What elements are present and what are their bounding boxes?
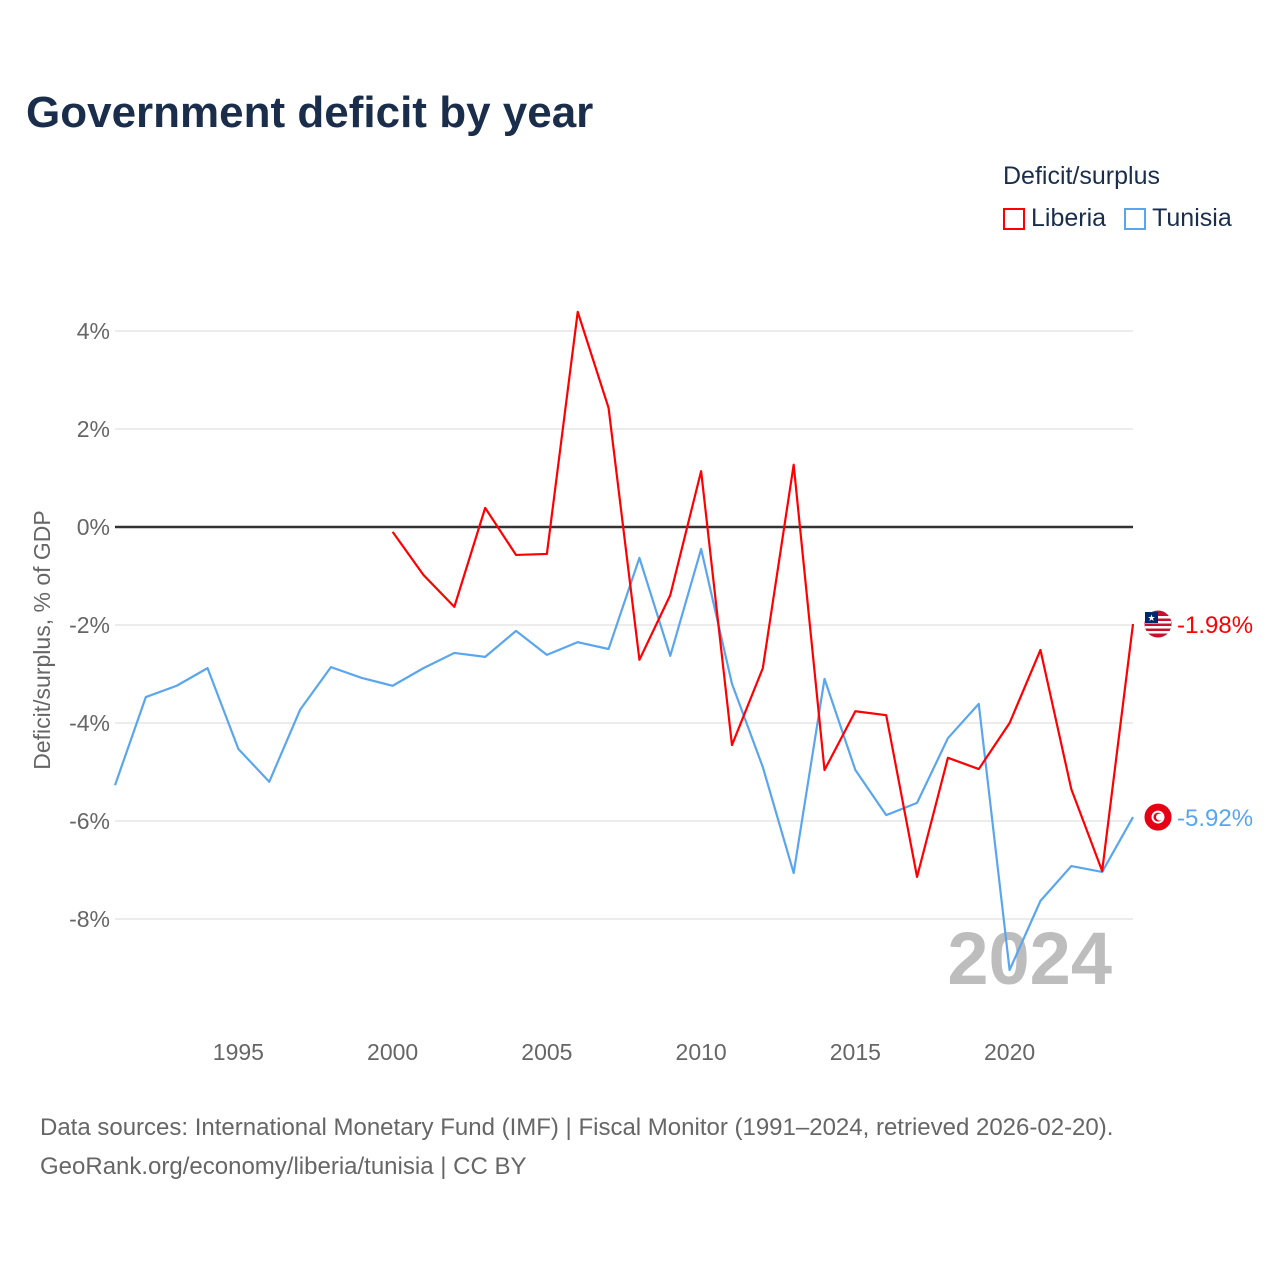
- legend-item-tunisia[interactable]: Tunisia: [1124, 204, 1232, 233]
- y-tick-label: -8%: [69, 906, 110, 932]
- y-tick-label: 2%: [77, 416, 110, 442]
- x-tick-label: 1995: [213, 1039, 264, 1065]
- legend-label: Tunisia: [1152, 204, 1232, 232]
- legend-swatch-tunisia: [1124, 207, 1147, 230]
- y-tick-label: -2%: [69, 612, 110, 638]
- x-tick-label: 2005: [521, 1039, 572, 1065]
- legend: Liberia Tunisia: [1003, 204, 1232, 233]
- footer: Data sources: International Monetary Fun…: [40, 1108, 1113, 1186]
- x-tick-label: 2010: [676, 1039, 727, 1065]
- y-tick-label: 0%: [77, 514, 110, 540]
- year-label: 2024: [947, 917, 1112, 1000]
- series-line-liberia: [391, 310, 1135, 878]
- legend-item-liberia[interactable]: Liberia: [1003, 204, 1106, 233]
- attribution-text: GeoRank.org/economy/liberia/tunisia | CC…: [40, 1153, 527, 1180]
- x-tick-label: 2000: [367, 1039, 418, 1065]
- end-value-label-tunisia: -5.92%: [1177, 805, 1253, 832]
- flag-stripe: [1145, 631, 1171, 634]
- source-text: Data sources: International Monetary Fun…: [40, 1114, 1114, 1141]
- series-line-tunisia: [113, 547, 1134, 972]
- y-axis-label: Deficit/surplus, % of GDP: [29, 510, 55, 769]
- y-tick-label: -4%: [69, 710, 110, 736]
- flag-canton: [1145, 612, 1158, 624]
- x-tick-label: 2015: [830, 1039, 881, 1065]
- flag-stripe: [1145, 626, 1171, 629]
- chart-title: Government deficit by year: [26, 88, 594, 137]
- flag-star: ★: [1147, 613, 1155, 623]
- legend-title: Deficit/surplus: [1003, 162, 1160, 190]
- y-tick-label: 4%: [77, 318, 110, 344]
- legend-swatch-liberia: [1003, 207, 1025, 230]
- flag-crescent-cut: [1156, 813, 1163, 821]
- y-tick-label: -6%: [69, 808, 110, 834]
- end-value-label-liberia: -1.98%: [1177, 612, 1253, 639]
- legend-label: Liberia: [1031, 204, 1107, 232]
- x-tick-label: 2020: [984, 1039, 1035, 1065]
